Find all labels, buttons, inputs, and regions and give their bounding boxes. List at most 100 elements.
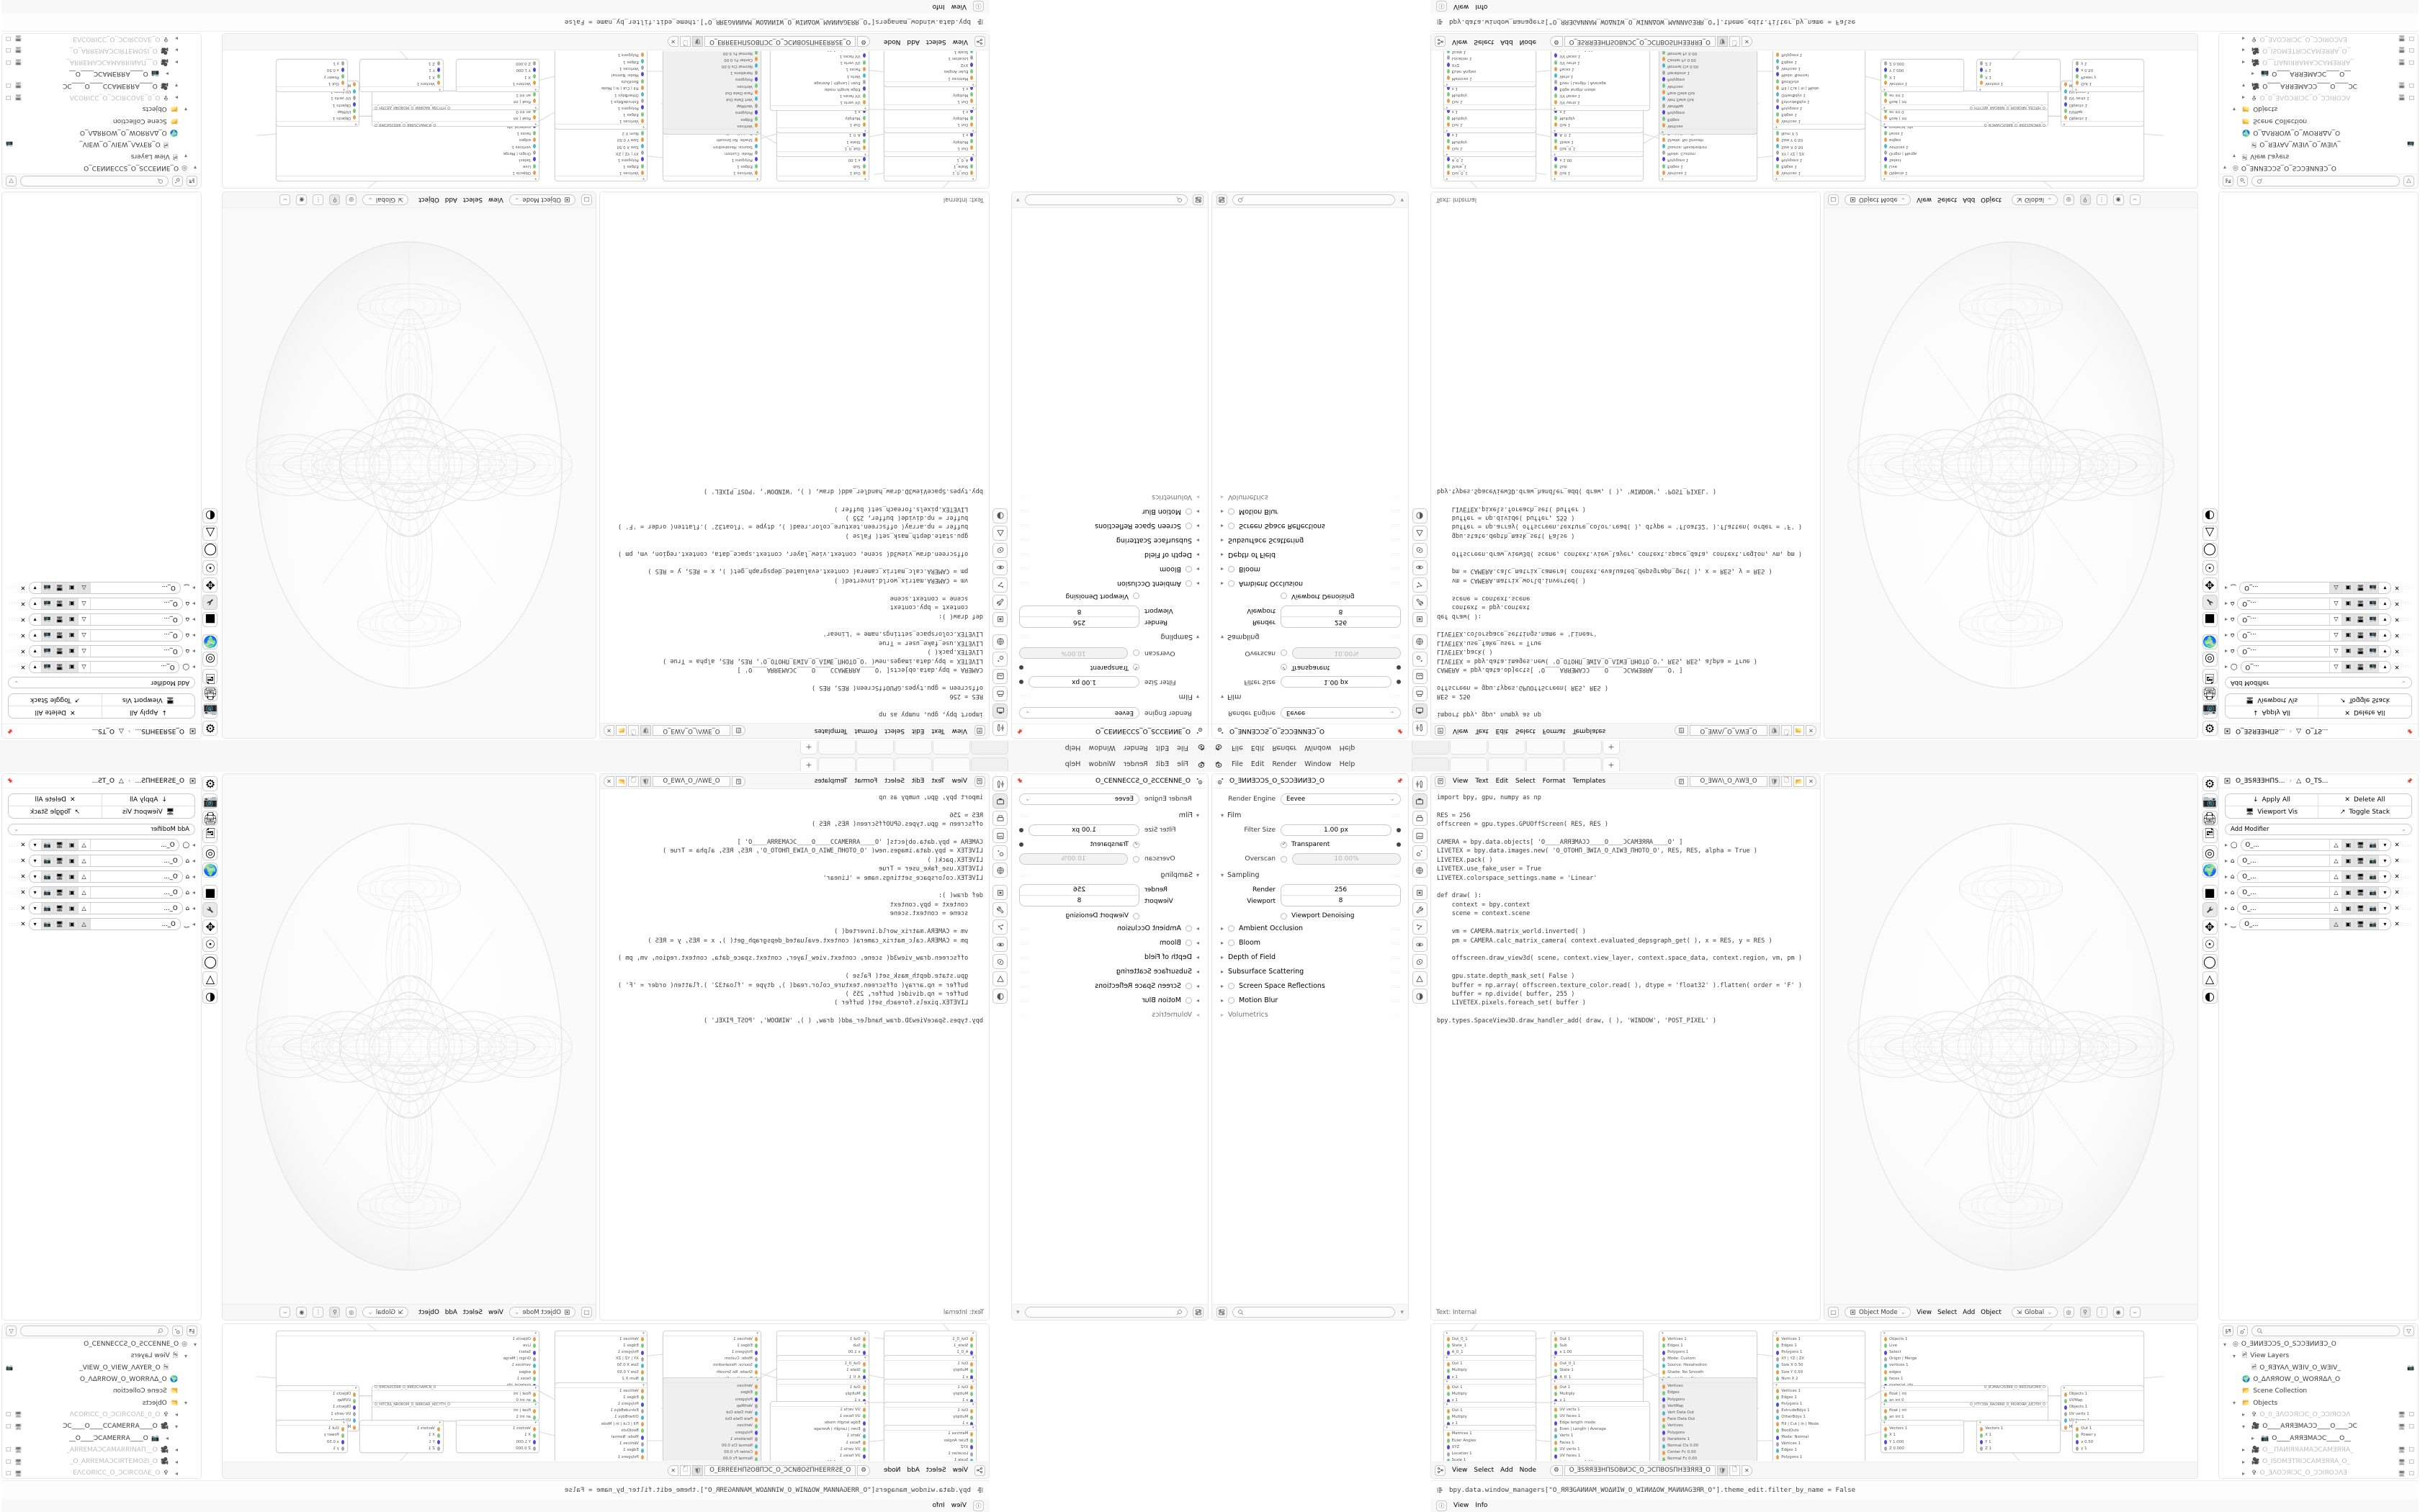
node-socket-row[interactable]: Shade: No Smooth [663, 1369, 761, 1376]
node-socket-row[interactable]: Edges [1659, 1390, 1757, 1396]
node-socket-row[interactable]: Iterations 1 [1659, 69, 1757, 76]
socket-dot[interactable] [1446, 115, 1450, 120]
node-socket-row[interactable]: Objects 1 [277, 1391, 359, 1398]
node-socket-row[interactable]: Verts 1 [771, 1433, 868, 1439]
node-socket-row[interactable]: UV verts 1 [277, 94, 359, 101]
outliner-row[interactable]: ▸ 🎥 O_ISOMƎTЯIƆCAMƎЯЯA_O_ 🖥 ☐ [2, 45, 201, 56]
collapse-chevron-icon[interactable]: ▾ [354, 122, 357, 127]
node-socket-row[interactable]: Out 1 [884, 1408, 976, 1414]
node-socket-row[interactable]: Verts 1 [1551, 72, 1649, 78]
node-socket-row[interactable]: Faces 1 [771, 66, 868, 72]
tab-tool-icon[interactable]: ⚙ [202, 776, 218, 791]
fake-user-shield-icon[interactable]: 🛡 [1716, 1464, 1728, 1476]
node-socket-row[interactable]: Vertices 1 [555, 1441, 647, 1447]
text-datablock-selector[interactable] [732, 775, 745, 787]
animate-dot[interactable] [1397, 665, 1401, 670]
drag-grip[interactable]: :::: [8, 921, 18, 927]
outliner-search-input[interactable] [20, 176, 169, 186]
collapse-chevron-icon[interactable]: ▾ [1979, 86, 1981, 91]
disclosure-triangle[interactable]: ▸ [2242, 1446, 2246, 1454]
pin-icon[interactable]: 📌 [1016, 778, 1023, 784]
node-socket-row[interactable]: Size Y 0.50 [1773, 1369, 1865, 1376]
drag-grip[interactable]: :::: [2402, 664, 2412, 670]
node-socket-row[interactable]: y 1 [277, 1446, 347, 1452]
node-datablock-name[interactable]: O_ƎSЯЯƎƎHΠSOBИƆC_O_ƆCΠBOSΠHƎƎЯЯƎ_O [1564, 1464, 1716, 1476]
tab-view-layer-icon[interactable] [1412, 828, 1428, 843]
socket-dot[interactable] [1776, 157, 1780, 162]
cage-toggle[interactable]: ▣ [2341, 903, 2354, 914]
socket-dot[interactable] [862, 93, 866, 98]
node-socket-row[interactable]: faces 1 [277, 1376, 539, 1382]
workspace-tab-5[interactable] [1564, 757, 1602, 771]
node-socket-row[interactable]: Z 1 [1977, 60, 2059, 66]
tab-view-layer-icon[interactable] [992, 828, 1008, 843]
disclosure-triangle[interactable]: ▾ [184, 105, 187, 112]
socket-dot[interactable] [533, 1433, 536, 1438]
tab-constraint-icon[interactable] [992, 543, 1008, 558]
node-socket-row[interactable]: Polygons 1 [555, 104, 647, 111]
node-socket-row[interactable]: Sub [1551, 163, 1643, 169]
modifier-name[interactable]: O_... [161, 663, 175, 671]
socket-dot[interactable] [1776, 99, 1780, 104]
node-socket-row[interactable]: Edges 1 [555, 1395, 647, 1401]
socket-dot[interactable] [640, 1370, 644, 1375]
film-section-header[interactable]: ▾ Film :::: [1221, 693, 1401, 701]
node-socket-row[interactable]: X 1 [457, 1432, 539, 1439]
socket-dot[interactable] [1446, 157, 1450, 162]
node-socket-row[interactable]: State_1 [884, 1343, 976, 1349]
editor-type-3dview-icon[interactable]: □ [581, 1307, 592, 1318]
delete-modifier-icon[interactable]: ✕ [2394, 616, 2400, 624]
node-socket-row[interactable]: State_1 [1444, 163, 1536, 169]
modifier-row[interactable]: ▸ ⌂ O_... △ ▣ 🖥 📷 ▾ ✕ :::: [2225, 855, 2412, 867]
sampling-section-header[interactable]: ▾ Sampling :::: [1221, 633, 1401, 641]
camera-off-icon[interactable]: ☐ [2408, 1458, 2414, 1465]
socket-dot[interactable] [640, 1356, 644, 1362]
tab-render-icon[interactable] [1412, 703, 1428, 719]
delete-all-button[interactable]: ✕ Delete All [9, 794, 102, 806]
delete-modifier-icon[interactable]: ✕ [20, 663, 26, 671]
realtime-toggle[interactable]: 🖥 [2354, 887, 2367, 898]
socket-dot[interactable] [2063, 115, 2067, 120]
socket-dot[interactable] [1554, 157, 1558, 162]
node-socket-row[interactable]: Even | Length | Average [771, 79, 868, 86]
tab-particles-icon[interactable] [1412, 919, 1428, 935]
node-socket-row[interactable]: Size X 0.50 [1773, 1362, 1865, 1369]
node-socket-row[interactable]: Multiply [1444, 114, 1536, 121]
monitor-icon[interactable]: 🖥 [14, 47, 22, 54]
node-socket-row[interactable]: float | int [1881, 1391, 2048, 1398]
tab-render-icon[interactable]: 📷 [202, 703, 218, 719]
disclosure-triangle[interactable]: ▸ [2242, 47, 2246, 54]
transform-orientation-selector[interactable]: ⇲ Global [2011, 1307, 2058, 1318]
tab-particles-icon[interactable] [1412, 577, 1428, 593]
socket-dot[interactable] [970, 1337, 974, 1342]
node-socket-row[interactable]: faces 1 [1881, 1376, 2143, 1382]
tab-world-icon[interactable] [992, 863, 1008, 878]
node-socket-row[interactable]: Polygons [663, 76, 761, 82]
socket-dot[interactable] [1446, 1350, 1450, 1355]
node-socket-row[interactable]: Scale 1 [884, 51, 976, 55]
socket-dot[interactable] [1884, 150, 1887, 156]
node-socket-row[interactable]: Vertices [1659, 1383, 1757, 1390]
node-socket-row[interactable]: y 1 [277, 60, 347, 66]
viewport-menu-select[interactable]: Select [1937, 196, 1958, 204]
node-datablock-icon[interactable]: ⚙ [857, 1464, 870, 1476]
geometry-nodes-icon[interactable] [1435, 1464, 1446, 1476]
socket-dot[interactable] [970, 122, 974, 127]
node-socket-row[interactable]: XY | YZ | ZX [555, 1356, 647, 1362]
node-socket-row[interactable]: Multiply [777, 114, 869, 121]
bloom-toggle[interactable] [1228, 566, 1235, 572]
socket-dot[interactable] [1554, 66, 1558, 71]
info-menu-view[interactable]: View [951, 1502, 967, 1509]
outliner-row[interactable]: ▾ ◎ O_ƎИИƎƆƆS_O_SƆƆƎИИƎƆ_O [2219, 1338, 2418, 1350]
viewport-menu-add[interactable]: Add [1963, 1308, 1976, 1316]
node-socket-row[interactable]: x 1.00 [777, 156, 869, 163]
outliner-row[interactable]: ▾ ◎ O_ƎИИƎƆƆS_O_SƆƆƎИИƎƆ_O [2, 162, 201, 174]
delete-modifier-icon[interactable]: ✕ [2394, 663, 2400, 671]
apply-all-button[interactable]: ↓ Apply All [102, 706, 194, 718]
text-menu-select[interactable]: Select [884, 727, 905, 734]
node-socket-row[interactable]: Out_0_1 [777, 145, 869, 151]
node-socket-row[interactable]: Y 1.000 [457, 1439, 539, 1446]
node-socket-row[interactable]: Polygons [663, 1430, 761, 1436]
